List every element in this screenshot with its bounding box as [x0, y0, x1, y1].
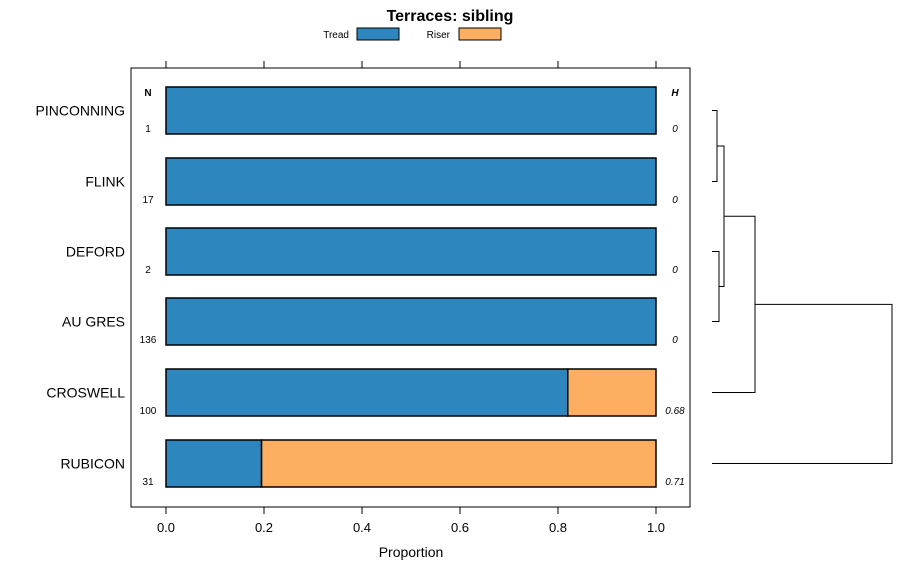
x-tick-label: 0.4 — [353, 520, 371, 535]
bar-segment-tread — [165, 297, 657, 346]
dendrogram — [712, 110, 893, 464]
x-tick-label: 1.0 — [647, 520, 665, 535]
n-value: 17 — [142, 195, 154, 206]
bar-segment-riser — [260, 439, 657, 488]
h-header: H — [671, 88, 679, 99]
dendrogram-branch — [712, 110, 718, 182]
legend: Tread Riser — [323, 27, 502, 41]
h-value: 0 — [672, 195, 678, 206]
n-value: 1 — [145, 124, 151, 135]
legend-swatch-riser — [458, 27, 502, 41]
category-label: CROSWELL — [46, 385, 125, 401]
category-label: AU GRES — [62, 314, 125, 330]
chart-title: Terraces: sibling — [387, 8, 514, 25]
h-value: 0.71 — [665, 477, 684, 488]
n-value: 2 — [145, 265, 151, 276]
dendrogram-branch — [712, 215, 756, 393]
axes: 0.0 0.2 0.4 0.6 0.8 1.0 — [157, 61, 665, 535]
bar-segment-tread — [165, 368, 569, 417]
h-value: 0 — [672, 335, 678, 346]
bar-segment-tread — [165, 227, 657, 276]
bar-segment-tread — [165, 439, 263, 488]
n-value: 136 — [140, 335, 157, 346]
h-value: 0 — [672, 265, 678, 276]
x-tick-label: 0.2 — [255, 520, 273, 535]
dendrogram-branch — [712, 303, 893, 464]
n-value: 100 — [140, 406, 157, 417]
category-label: DEFORD — [66, 244, 125, 260]
n-header: N — [144, 88, 151, 99]
category-label: RUBICON — [60, 456, 125, 472]
plot-panel — [130, 67, 691, 508]
category-label: PINCONNING — [36, 103, 125, 119]
x-tick-label: 0.0 — [157, 520, 175, 535]
h-value: 0 — [672, 124, 678, 135]
x-axis-label: Proportion — [379, 544, 444, 560]
category-label: FLINK — [85, 174, 125, 190]
legend-label-tread: Tread — [323, 30, 349, 41]
x-tick-label: 0.8 — [549, 520, 567, 535]
bar-segment-tread — [165, 86, 657, 135]
bar-segment-riser — [567, 368, 657, 417]
h-value: 0.68 — [665, 406, 685, 417]
bars: PINCONNING 1 0 FLINK 17 0 DEFORD 2 0 AU GRES 136 0 C… — [36, 86, 685, 488]
bar-segment-tread — [165, 157, 657, 206]
dendrogram-branch — [712, 251, 720, 322]
dendrogram-branch — [717, 145, 725, 287]
x-tick-label: 0.6 — [451, 520, 469, 535]
legend-swatch-tread — [356, 27, 400, 41]
n-value: 31 — [142, 477, 154, 488]
legend-label-riser: Riser — [427, 30, 451, 41]
